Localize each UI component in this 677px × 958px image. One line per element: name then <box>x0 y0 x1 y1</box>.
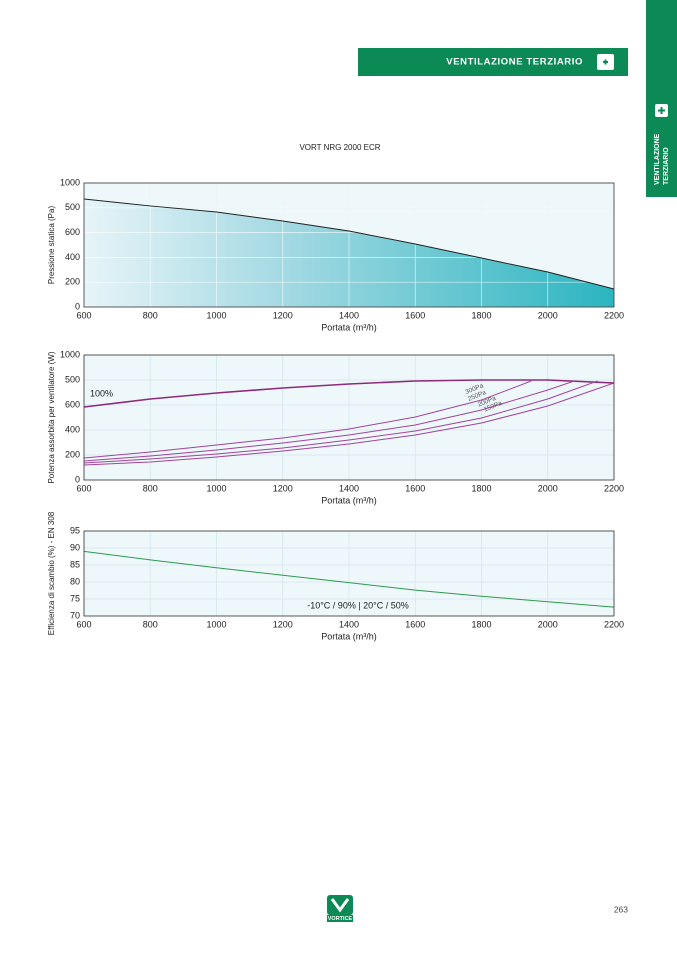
y-tick-label: 75 <box>70 593 80 603</box>
x-tick-label: 1000 <box>206 619 226 629</box>
document-title: VORT NRG 2000 ECR <box>299 143 380 152</box>
logo-mark <box>330 898 350 913</box>
y-tick-label: 600 <box>65 399 80 409</box>
x-tick-label: 1800 <box>471 310 491 320</box>
x-tick-label: 2200 <box>604 483 624 493</box>
series-line <box>83 380 575 462</box>
x-tick-label: 1400 <box>339 483 359 493</box>
header-banner <box>358 48 628 76</box>
x-tick-label: 1000 <box>206 483 226 493</box>
x-tick-label: 1600 <box>405 483 425 493</box>
x-tick-label: 1600 <box>405 310 425 320</box>
banner-text: VENTILAZIONE TERZIARIO <box>446 57 583 68</box>
y-tick-label: 85 <box>70 559 80 569</box>
x-tick-label: 2200 <box>604 310 624 320</box>
icon-plus <box>658 107 665 114</box>
y-tick-label: 70 <box>70 610 80 620</box>
y-tick-label: 90 <box>70 542 80 552</box>
side-tab-line: TERZIARIO <box>663 147 670 185</box>
x-tick-label: 800 <box>143 483 158 493</box>
y-tick-label: 1000 <box>60 349 80 359</box>
y-tick-label: 1000 <box>60 177 80 187</box>
annotation: -10°C / 90% | 20°C / 50% <box>307 600 409 610</box>
y-tick-label: 0 <box>75 301 80 311</box>
y-tick-label: 400 <box>65 424 80 434</box>
plot-frame <box>83 354 615 481</box>
y-axis-title: Potenza assorbita per ventilatore (W) <box>47 351 56 483</box>
x-tick-label: 600 <box>76 619 91 629</box>
x-tick-label: 1400 <box>339 619 359 629</box>
series-line <box>83 380 598 464</box>
y-tick-label: 0 <box>75 474 80 484</box>
x-tick-label: 2000 <box>538 619 558 629</box>
y-tick-label: 500 <box>65 374 80 384</box>
brand: VORTICE <box>328 916 353 922</box>
x-tick-label: 1400 <box>339 310 359 320</box>
y-tick-label: 95 <box>70 525 80 535</box>
icon-plus <box>603 59 608 65</box>
x-tick-label: 600 <box>76 483 91 493</box>
y-tick-label: 200 <box>65 449 80 459</box>
x-tick-label: 800 <box>143 310 158 320</box>
series-label: 100% <box>90 388 113 398</box>
y-tick-label: 200 <box>65 277 80 287</box>
x-tick-label: 1800 <box>471 483 491 493</box>
x-tick-label: 2200 <box>604 619 624 629</box>
x-axis-title: Portata (m³/h) <box>321 631 377 641</box>
y-tick-label: 80 <box>70 576 80 586</box>
x-tick-label: 2000 <box>538 483 558 493</box>
x-tick-label: 1600 <box>405 619 425 629</box>
side-tab <box>646 0 677 197</box>
series-line <box>83 379 615 408</box>
logo-band <box>327 915 353 922</box>
side-tab-line: VENTILAZIONE <box>654 133 661 185</box>
y-tick-label: 400 <box>65 252 80 262</box>
side-tab-text: VENTILAZIONE TERZIARIO <box>654 133 670 185</box>
plot-frame <box>83 182 615 308</box>
x-tick-label: 1200 <box>273 619 293 629</box>
x-tick-label: 800 <box>143 619 158 629</box>
x-axis-title: Portata (m³/h) <box>321 322 377 332</box>
x-axis-title: Portata (m³/h) <box>321 495 377 505</box>
y-tick-label: 500 <box>65 202 80 212</box>
x-tick-label: 1200 <box>273 483 293 493</box>
series-line <box>83 550 615 608</box>
line <box>83 198 615 290</box>
x-tick-label: 1000 <box>206 310 226 320</box>
x-tick-label: 1200 <box>273 310 293 320</box>
x-tick-label: 600 <box>76 310 91 320</box>
page-number: 263 <box>614 904 628 914</box>
y-tick-label: 600 <box>65 227 80 237</box>
x-tick-label: 2000 <box>538 310 558 320</box>
y-axis-title: Pressione statica (Pa) <box>47 206 56 285</box>
x-tick-label: 1800 <box>471 619 491 629</box>
plot-frame <box>83 530 615 617</box>
series-line <box>83 382 615 466</box>
y-axis-title: Efficienza di scambio (%) - EN 308 <box>47 511 56 635</box>
series-line <box>83 380 532 459</box>
